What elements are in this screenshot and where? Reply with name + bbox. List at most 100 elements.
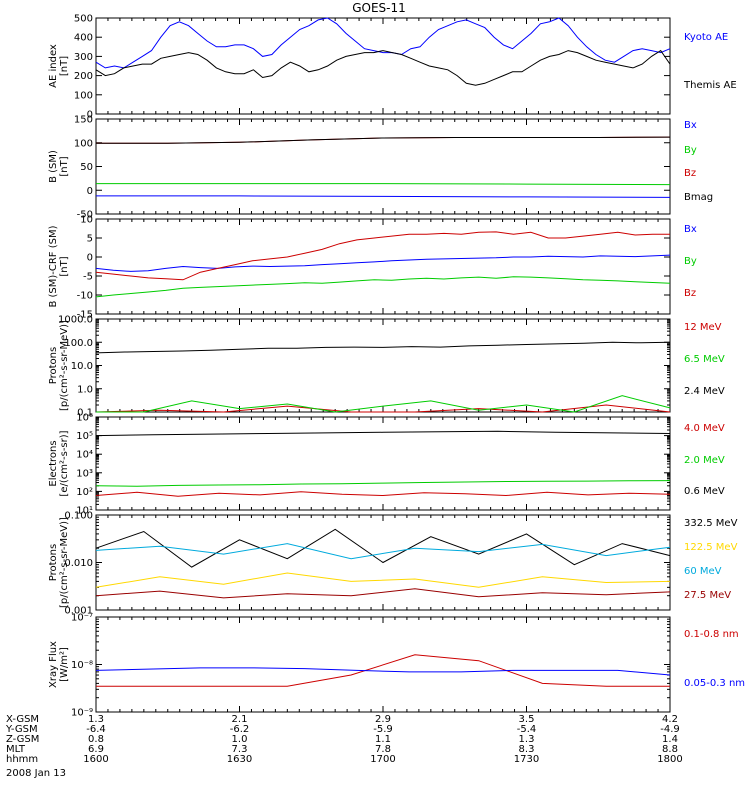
series-line-60-mev [95, 543, 671, 560]
legend-label: Bz [684, 288, 696, 299]
x-row-label: Z-GSM [6, 734, 39, 745]
series-line-2-4-mev [95, 341, 671, 354]
y-tick-label: 10⁻⁸ [71, 660, 93, 671]
x-tick-value: 1700 [370, 754, 395, 765]
legend-label: 122.5 MeV [684, 542, 738, 553]
legend-label: 332.5 MeV [684, 518, 738, 529]
y-axis-title: [nT] [59, 256, 70, 276]
series-line-by [96, 183, 671, 186]
y-tick-label: 10⁻⁷ [71, 613, 93, 624]
legend-label: 2.4 MeV [684, 386, 725, 397]
y-axis-title: [W/m²] [59, 647, 70, 682]
x-tick-value: -5.4 [517, 724, 537, 735]
y-tick-label: 10³ [76, 468, 93, 479]
series-line-122-5-mev [95, 572, 671, 588]
series-line-bz [95, 231, 670, 281]
x-tick-value: 1800 [657, 754, 682, 765]
x-tick-value: 4.2 [662, 714, 678, 725]
series-line-6-5-mev [96, 395, 671, 413]
x-tick-value: 8.8 [662, 744, 678, 755]
y-tick-label: 0 [87, 253, 93, 264]
y-tick-label: 0 [87, 186, 93, 197]
legend-label: By [684, 256, 697, 267]
y-tick-label: 50 [80, 162, 93, 173]
panel-2: -50 0 50 100 150 B (SM) [nT] Bx By Bz Bmag [48, 115, 713, 221]
series-line-27-5-mev [95, 588, 671, 599]
y-tick-label: 1.0 [77, 384, 93, 395]
y-tick-label: -15 [77, 310, 93, 321]
y-tick-label: 150 [74, 115, 93, 126]
panel-frame [95, 118, 671, 215]
y-tick-label: 10¹ [76, 506, 93, 517]
series-line-themis-ae [95, 49, 671, 86]
x-row-label: X-GSM [6, 714, 39, 725]
legend-label: Bx [684, 120, 697, 131]
legend-label: By [684, 145, 697, 156]
x-row-label: Y-GSM [5, 724, 38, 735]
y-tick-label: 10⁶ [76, 413, 93, 424]
x-tick-value: -5.9 [373, 724, 393, 735]
y-axis-title: Xray Flux [48, 641, 59, 688]
y-axis-title: [e/(cm²-s-sr)] [59, 430, 70, 496]
series-line-0-1-0-8-nm [96, 654, 670, 687]
y-axis-title: [nT] [59, 156, 70, 176]
panel-frame [95, 17, 671, 115]
legend-label: Bz [684, 168, 696, 179]
panel-1: 0 100 200 300 400 500 AE index [nT] Kyoto AE Them… [48, 14, 737, 121]
legend-label: 2.0 MeV [684, 455, 725, 466]
x-tick-value: 1.3 [519, 734, 535, 745]
legend-label: 12 MeV [684, 322, 722, 333]
x-tick-value: 0.8 [88, 734, 104, 745]
series-line-bx [96, 195, 671, 198]
y-axis-title: B (SM) [48, 150, 59, 183]
panel-5: 10¹ 10² 10³ 10⁴ 10⁵ 10⁶ Electrons [e/(cm²-s-sr)… [48, 413, 725, 517]
panel-3: -15 -10 -5 0 5 10 B (SM)-CRF (SM) [nT] Bx By Bz [48, 215, 697, 321]
panel-6: 0.001 0.010 0.100 Protons [p/(cm²-s-sr-MeV)]… [48, 511, 738, 617]
series-line-0-6-mev [95, 430, 671, 437]
y-axis-title: Electrons [48, 440, 59, 486]
series-line-4-0-mev [95, 491, 671, 497]
legend-label: 0.05-0.3 nm [684, 678, 745, 689]
x-axis-table: X-GSMY-GSMZ-GSMMLThhmm1.3-6.40.86.916002… [5, 714, 683, 765]
y-axis-title: B (SM)-CRF (SM) [48, 225, 59, 307]
y-tick-label: 10.0 [71, 361, 93, 372]
y-axis-title: [p/(cm²-s-sr-MeV)] [59, 320, 70, 411]
series-line-332-5-mev [95, 528, 671, 568]
y-tick-label: -50 [77, 210, 93, 221]
x-tick-value: 2.9 [375, 714, 391, 725]
legend-label: Kyoto AE [684, 32, 728, 43]
y-tick-label: 100.0 [64, 338, 93, 349]
x-row-label: MLT [6, 744, 26, 755]
legend-label: Themis AE [683, 80, 737, 91]
x-tick-value: 1630 [227, 754, 252, 765]
x-tick-value: 1.3 [88, 714, 104, 725]
date-label: 2008 Jan 13 [6, 768, 66, 779]
chart-title: GOES-11 [352, 1, 406, 15]
y-tick-label: 400 [74, 33, 93, 44]
x-tick-value: 3.5 [519, 714, 535, 725]
y-tick-label: -10 [77, 291, 93, 302]
x-tick-value: 1730 [514, 754, 539, 765]
x-tick-value: 1.1 [375, 734, 391, 745]
y-tick-label: 10² [76, 487, 93, 498]
y-tick-label: 300 [74, 52, 93, 63]
x-tick-value: -6.4 [86, 724, 106, 735]
series-line-by [95, 276, 671, 298]
y-axis-title: [nT] [59, 56, 70, 76]
panel-4: 0.1 1.0 10.0 100.0 1000.0 Protons [p/(cm²-s-sr… [48, 315, 725, 419]
x-tick-value: 2.1 [232, 714, 248, 725]
x-row-label: hhmm [6, 754, 38, 765]
legend-label: 27.5 MeV [684, 590, 731, 601]
legend-label: 60 MeV [684, 566, 722, 577]
legend-label: 0.6 MeV [684, 486, 725, 497]
y-tick-label: -5 [83, 272, 93, 283]
legend-label: Bx [684, 224, 697, 235]
y-tick-label: 500 [74, 14, 93, 25]
y-tick-label: 200 [74, 71, 93, 82]
x-tick-value: 7.3 [232, 744, 248, 755]
y-tick-label: 0.100 [64, 511, 93, 522]
panel-frame [95, 318, 671, 413]
x-tick-value: 8.3 [519, 744, 535, 755]
y-tick-label: 0.001 [64, 606, 93, 617]
